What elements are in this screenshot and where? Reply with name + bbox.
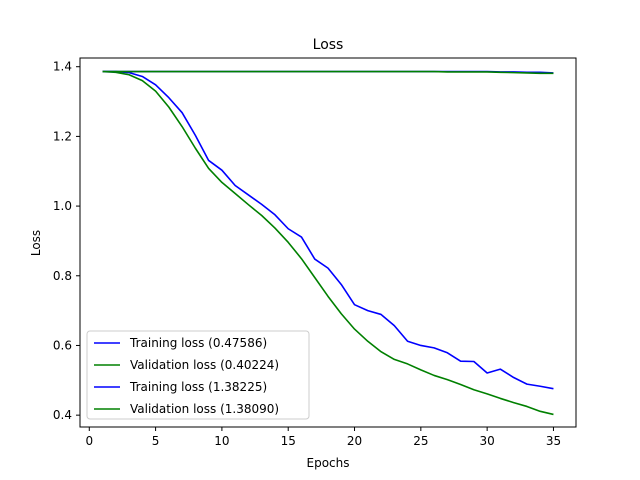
y-axis-label: Loss <box>29 230 43 256</box>
series-line-3 <box>102 70 554 75</box>
x-tick-label: 20 <box>347 434 362 448</box>
plot-area <box>102 70 554 416</box>
legend: Training loss (0.47586) Validation loss (… <box>86 330 310 420</box>
series-line-0 <box>102 70 554 390</box>
chart-title: Loss <box>313 37 344 53</box>
axes-frame <box>79 57 577 428</box>
legend-label: Training loss (0.47586) <box>129 336 267 350</box>
legend-label: Training loss (1.38225) <box>129 380 267 394</box>
legend-box <box>86 330 310 420</box>
x-tick-label: 0 <box>85 434 93 448</box>
y-tick-label: 1.0 <box>53 199 72 213</box>
legend-label: Validation loss (0.40224) <box>130 358 279 372</box>
x-tick-label: 15 <box>281 434 296 448</box>
x-axis-label: Epochs <box>307 456 350 470</box>
series-line-1 <box>102 70 554 416</box>
y-tick-label: 1.2 <box>53 129 72 143</box>
y-axis: 0.4 0.6 0.8 1.0 1.2 1.4 <box>53 60 80 422</box>
y-tick-label: 0.6 <box>53 338 72 352</box>
y-tick-label: 1.4 <box>53 60 72 74</box>
x-tick-label: 30 <box>480 434 495 448</box>
y-tick-label: 0.8 <box>53 269 72 283</box>
x-tick-label: 25 <box>413 434 428 448</box>
x-tick-label: 10 <box>214 434 229 448</box>
x-axis: 0 5 10 15 20 25 30 35 <box>85 427 561 448</box>
y-tick-label: 0.4 <box>53 408 72 422</box>
x-tick-label: 35 <box>546 434 561 448</box>
x-tick-label: 5 <box>152 434 160 448</box>
legend-label: Validation loss (1.38090) <box>130 402 279 416</box>
